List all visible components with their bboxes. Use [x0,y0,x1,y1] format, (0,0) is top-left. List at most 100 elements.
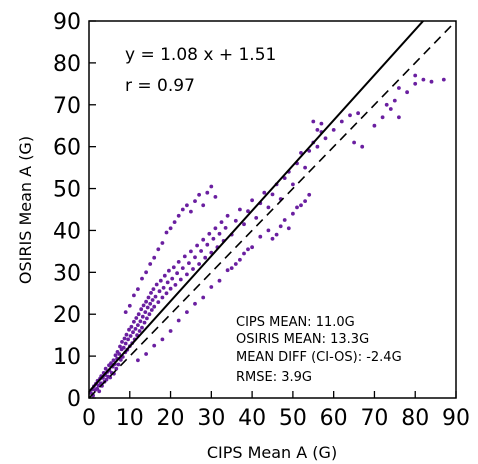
data-point [299,151,303,155]
data-point [201,237,206,242]
y-tick-label: 20 [53,303,81,328]
data-point [246,247,250,252]
y-tick-label: 0 [67,387,81,412]
data-point [286,226,291,231]
data-point [140,276,144,281]
data-point [165,280,170,285]
data-point [144,299,149,304]
y-tick-label: 30 [53,261,81,286]
data-point [117,352,122,356]
data-point [123,341,128,346]
data-point [193,255,197,260]
data-point [133,327,138,331]
data-point [139,307,144,312]
data-point [146,295,151,300]
data-point [211,236,216,241]
data-point [291,182,295,187]
data-point [164,230,169,235]
stat-osiris-mean: OSIRIS MEAN: 13.3G [236,332,369,347]
data-point [315,127,320,132]
data-point [421,77,426,82]
data-point [274,232,279,237]
data-point [168,329,173,333]
data-point [168,286,173,291]
data-point [213,195,218,199]
data-point [195,243,200,248]
data-point [307,192,312,197]
data-point [250,245,255,250]
y-axis-label: OSIRIS Mean A (G) [16,136,35,284]
data-point [311,119,316,124]
data-point [270,236,275,241]
data-point [158,278,163,283]
data-point [109,361,113,366]
y-tick-label: 40 [53,219,81,244]
data-point [413,73,418,78]
data-point [250,198,255,203]
data-point [131,330,135,335]
data-point [380,115,385,120]
correlation-coefficient: r = 0.97 [125,76,195,96]
data-point [129,324,134,329]
data-point [140,314,145,319]
data-point [197,192,202,197]
data-point [147,312,152,317]
data-point [180,266,185,270]
data-point [126,337,130,342]
data-point [187,261,191,265]
data-point [201,295,206,300]
data-point [171,265,176,270]
data-point [360,144,365,149]
data-point [205,242,210,247]
data-points [89,73,446,398]
data-point [157,289,162,294]
data-point [242,222,246,227]
data-point [262,190,267,195]
data-point [167,268,171,273]
data-point [123,310,128,314]
data-point [242,251,246,256]
plot-frame [88,20,457,399]
data-point [339,119,344,124]
data-point [197,262,202,266]
data-point [173,283,178,287]
data-point [156,247,161,252]
data-point [162,273,167,278]
identity-line [89,21,456,398]
data-point [397,115,401,120]
data-point [201,203,206,208]
data-point [213,226,218,231]
data-point [291,211,295,216]
statistics-box: CIPS MEAN: 11.0G OSIRIS MEAN: 13.3G MEAN… [236,315,402,385]
data-point [384,102,389,107]
data-point [142,320,147,325]
data-point [185,272,189,277]
data-point [207,231,212,236]
data-point [134,316,139,320]
data-point [319,121,324,126]
data-point [132,293,136,298]
x-axis-label: CIPS Mean A (G) [207,443,337,462]
data-point [191,267,195,271]
data-point [278,224,283,229]
data-point [132,319,136,324]
data-point [113,353,118,358]
data-point [176,260,181,264]
data-point [118,358,123,362]
data-point [149,308,154,312]
data-point [176,213,181,218]
x-tick-label: 30 [197,406,225,431]
data-point [153,294,158,299]
x-tick-label: 90 [442,406,470,431]
data-point [150,298,155,302]
data-point [405,90,409,95]
stat-rmse: RMSE: 3.9G [236,370,312,385]
data-point [136,358,140,363]
x-tick-label: 60 [320,406,348,431]
data-point [225,213,230,218]
data-point [238,207,242,212]
data-point [199,249,204,253]
data-point [182,254,187,259]
data-point [172,220,177,225]
